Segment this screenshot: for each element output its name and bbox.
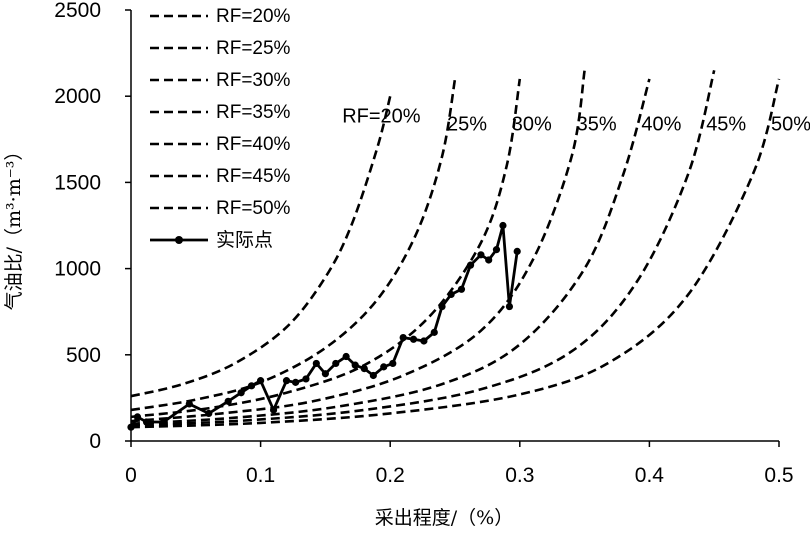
curve-label: 35% xyxy=(577,114,617,136)
actual-point xyxy=(438,302,446,311)
actual-point xyxy=(332,359,340,368)
actual-point xyxy=(342,352,350,361)
actual-point xyxy=(291,378,300,386)
actual-point xyxy=(485,256,493,264)
legend-label: 实际点 xyxy=(216,229,273,251)
x-tick-label: 0.2 xyxy=(376,464,405,487)
axes: 0 500 1000 1500 2000 2500 0 0.1 0.2 0.3 0.4 0.5 xyxy=(54,0,793,487)
actual-point xyxy=(477,251,485,259)
x-axis-title: 采出程度/（%） xyxy=(375,507,513,529)
actual-point xyxy=(133,413,142,421)
y-tick-label: 1000 xyxy=(54,258,101,281)
curve-label: 25% xyxy=(447,114,487,136)
legend-label: RF=50% xyxy=(216,198,291,219)
x-tick-label: 0 xyxy=(125,464,137,487)
actual-point xyxy=(466,261,475,269)
actual-point xyxy=(389,359,397,368)
actual-point xyxy=(224,397,232,405)
rf-curve-line xyxy=(130,70,586,423)
curve-label: 45% xyxy=(706,114,746,136)
rf-curve-line xyxy=(130,78,781,429)
actual-point xyxy=(420,337,428,345)
y-tick-label: 2500 xyxy=(54,0,101,22)
actual-point xyxy=(247,382,256,390)
actual-point xyxy=(142,418,151,426)
legend-label: RF=35% xyxy=(216,102,291,123)
actual-points-series xyxy=(127,221,521,431)
actual-point xyxy=(409,335,418,343)
actual-point xyxy=(257,377,265,385)
x-tick-label: 0.3 xyxy=(505,464,534,487)
actual-point xyxy=(513,247,521,255)
legend-label: RF=40% xyxy=(216,134,291,155)
curve-label: RF=20% xyxy=(342,106,421,128)
actual-point xyxy=(302,375,310,383)
y-axis-title: 气油比/（m³·m⁻³） xyxy=(3,142,25,311)
rf-curve-line xyxy=(130,95,392,398)
actual-point xyxy=(430,328,438,336)
rf-curve-line xyxy=(130,78,651,426)
actual-point xyxy=(369,371,377,380)
actual-point xyxy=(499,221,507,230)
curve-label: 40% xyxy=(641,114,681,136)
curve-labels: RF=20% 25% 30% 35% 40% 45% 50% xyxy=(342,106,810,136)
rf-curve-line xyxy=(130,78,457,412)
actual-point xyxy=(205,409,213,418)
y-tick-label: 2000 xyxy=(54,85,101,108)
y-tick-label: 0 xyxy=(89,430,101,453)
x-tick-label: 0.4 xyxy=(635,464,665,487)
curve-label: 30% xyxy=(512,114,552,136)
actual-point xyxy=(321,370,329,378)
y-tick-label: 1500 xyxy=(54,171,101,194)
actual-point xyxy=(457,285,466,293)
actual-point xyxy=(360,364,368,373)
legend-label: RF=45% xyxy=(216,166,291,187)
actual-point xyxy=(351,361,359,369)
actual-point xyxy=(380,363,388,371)
actual-point xyxy=(269,406,278,414)
actual-point xyxy=(237,389,245,397)
rf-curve-line xyxy=(130,70,716,427)
actual-line xyxy=(129,225,519,428)
legend-label: RF=20% xyxy=(216,6,291,27)
actual-point xyxy=(159,418,167,426)
actual-point xyxy=(399,333,407,342)
x-tick-label: 0.1 xyxy=(246,464,275,487)
actual-point xyxy=(127,423,135,431)
legend-label: RF=30% xyxy=(216,70,291,91)
actual-point xyxy=(282,377,291,385)
legend-marker xyxy=(175,236,183,244)
actual-point xyxy=(185,400,193,408)
x-tick-label: 0.5 xyxy=(764,464,793,487)
legend-label: RF=25% xyxy=(216,38,291,59)
legend: RF=20% RF=25% RF=30% RF=35% RF=40% RF=45% RF=5… xyxy=(150,6,291,251)
curve-label: 50% xyxy=(771,114,810,136)
actual-point xyxy=(447,290,455,299)
y-tick-label: 500 xyxy=(66,344,101,367)
actual-point xyxy=(492,246,501,254)
actual-point xyxy=(312,359,320,368)
actual-point xyxy=(505,302,514,311)
